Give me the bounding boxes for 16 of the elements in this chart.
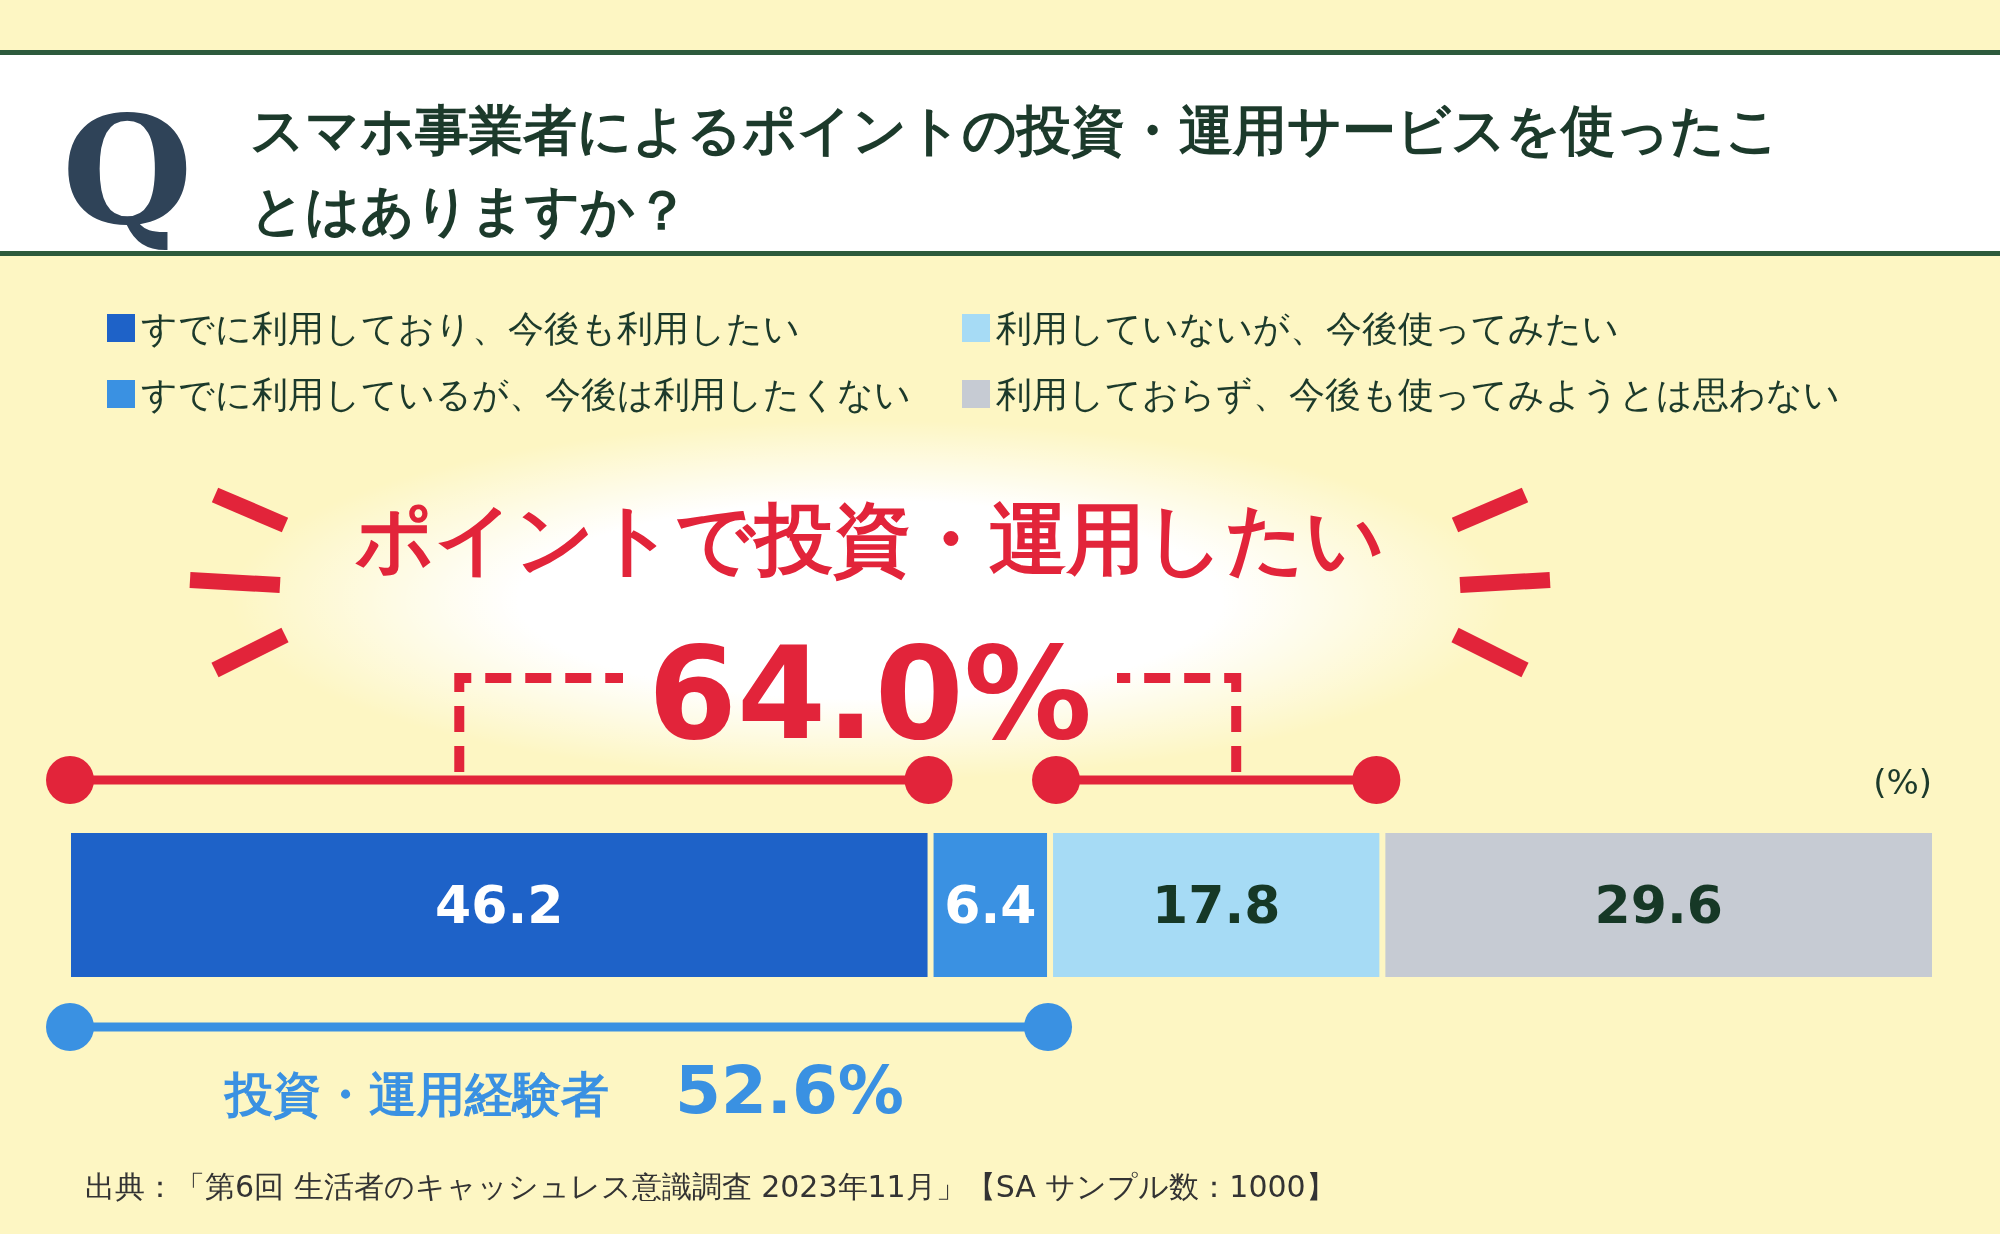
data-label: 29.6 (1594, 875, 1723, 935)
text: 投資・運用経験者 (225, 1066, 609, 1122)
text: 52.6% (675, 1052, 904, 1129)
chart-title: スマホ事業者によるポイントの投資・運用サービスを使ったことはありますか？ (250, 98, 1780, 242)
data-label: 6.4 (944, 875, 1037, 935)
legend-label: 利用していないが、今後使ってみたい (996, 307, 1619, 349)
legend-label: すでに利用しており、今後も利用したい (141, 307, 800, 349)
text: 64.0% (648, 619, 1093, 768)
legend-label: すでに利用しているが、今後は利用したくない (141, 373, 911, 415)
text: (%) (1873, 762, 1932, 802)
text: Q (62, 82, 193, 258)
legend-label: 利用しておらず、今後も使ってみようとは思わない (996, 373, 1840, 415)
text: ポイントで投資・運用したい (355, 494, 1385, 584)
data-label: 46.2 (435, 875, 564, 935)
source-note: 出典：「第6回 生活者のキャッシュレス意識調査 2023年11月」【SA サンプル数：1000】 (85, 1169, 1336, 1204)
data-label: 17.8 (1152, 875, 1281, 935)
